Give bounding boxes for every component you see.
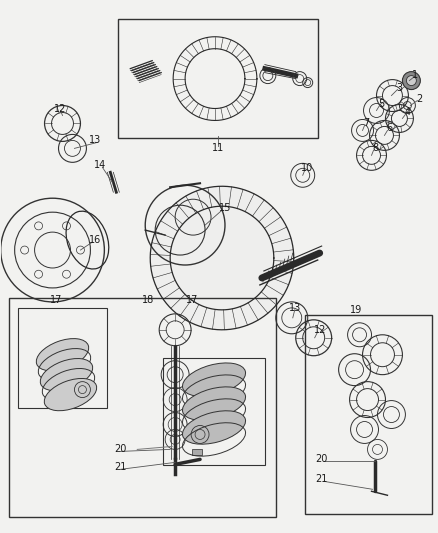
Text: 12: 12 [314, 325, 326, 335]
Bar [9, 298, 276, 517]
Text: 19: 19 [350, 305, 363, 315]
Text: 20: 20 [315, 455, 328, 464]
Text: 15: 15 [219, 203, 231, 213]
Text: 21: 21 [114, 462, 127, 472]
Text: 16: 16 [89, 235, 102, 245]
Text: 17: 17 [50, 295, 63, 305]
Bar [305, 315, 432, 514]
Polygon shape [150, 186, 294, 330]
Text: 8: 8 [372, 143, 378, 154]
Bar [118, 19, 318, 139]
Text: 7: 7 [364, 118, 370, 128]
Circle shape [403, 71, 420, 90]
Text: 10: 10 [300, 163, 313, 173]
Text: 6: 6 [386, 124, 392, 133]
Text: 18: 18 [142, 295, 154, 305]
Ellipse shape [44, 378, 97, 411]
Text: 1: 1 [412, 70, 418, 79]
Circle shape [406, 76, 417, 86]
Text: 13: 13 [89, 135, 102, 146]
Text: 13: 13 [289, 303, 301, 313]
Text: 14: 14 [94, 160, 106, 171]
Text: 4: 4 [404, 108, 410, 117]
Ellipse shape [183, 363, 246, 397]
Text: 5: 5 [378, 99, 385, 109]
Text: 20: 20 [114, 445, 127, 455]
Text: 2: 2 [416, 93, 423, 103]
Bar [163, 358, 265, 465]
Text: 11: 11 [212, 143, 224, 154]
Ellipse shape [183, 411, 246, 444]
Text: 3: 3 [396, 83, 403, 93]
Text: 21: 21 [315, 474, 328, 484]
Ellipse shape [36, 338, 89, 371]
Bar [60, 400, 72, 408]
Ellipse shape [40, 359, 93, 391]
Text: 12: 12 [54, 103, 67, 114]
Ellipse shape [183, 387, 246, 420]
Text: 17: 17 [186, 295, 198, 305]
Bar [192, 449, 202, 455]
Bar [18, 308, 107, 408]
